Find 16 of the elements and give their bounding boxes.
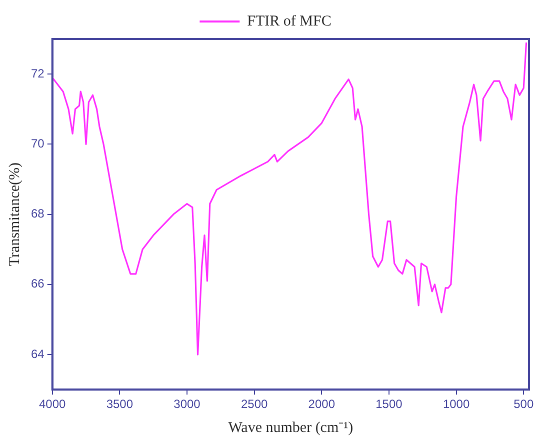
- x-tick-label: 4000: [38, 397, 66, 412]
- y-tick-label: 68: [30, 206, 45, 221]
- x-tick-label: 2500: [240, 397, 268, 412]
- y-tick-label: 70: [30, 136, 45, 150]
- x-tick-label: 3500: [106, 397, 134, 412]
- x-tick-label: 1000: [442, 397, 470, 412]
- y-tick-label: 66: [30, 276, 45, 291]
- legend-label: FTIR of MFC: [247, 13, 332, 30]
- y-tick-label: 72: [30, 66, 45, 80]
- y-tick-label: 64: [30, 346, 45, 361]
- x-tick-label: 1500: [376, 397, 403, 412]
- x-tick-label: 2000: [308, 397, 336, 412]
- y-axis-title: Transmitance(%): [6, 162, 23, 266]
- x-axis-title: Wave number (cm⁻¹): [228, 420, 354, 436]
- x-tick-label: 3000: [174, 397, 201, 412]
- x-tick-label: 500: [514, 397, 534, 412]
